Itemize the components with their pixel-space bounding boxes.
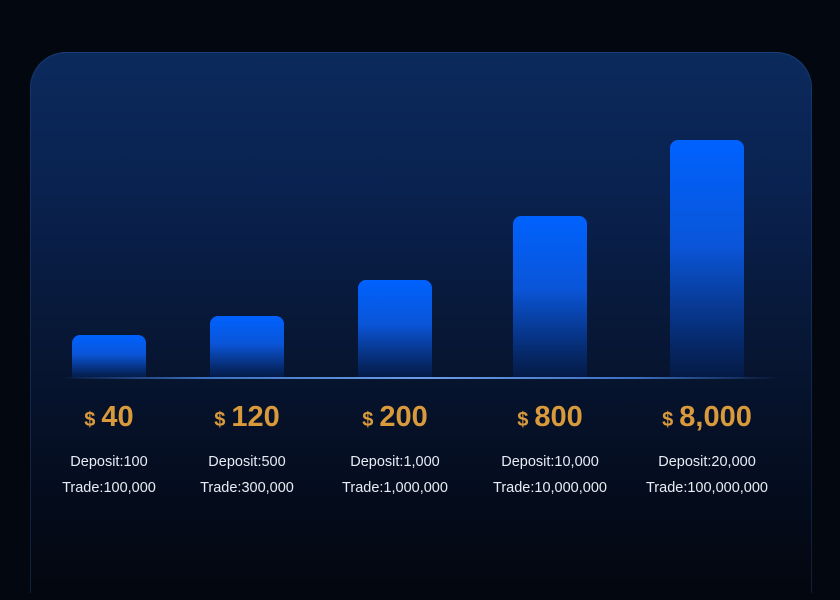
trade-label: Trade:300,000 xyxy=(200,480,294,496)
currency-symbol: $ xyxy=(362,409,374,431)
bar-3 xyxy=(358,280,432,378)
tier-label-group: $120 Deposit:500 Trade:300,000 xyxy=(167,398,327,501)
reward-value: 120 xyxy=(231,401,280,433)
currency-symbol: $ xyxy=(214,409,226,431)
tier-label-group: $800 Deposit:10,000 Trade:10,000,000 xyxy=(470,398,630,501)
trade-label: Trade:1,000,000 xyxy=(342,480,448,496)
bar-5 xyxy=(670,140,744,378)
deposit-label: Deposit:20,000 xyxy=(658,454,756,470)
reward-amount: $120 xyxy=(167,398,327,439)
trade-label: Trade:100,000 xyxy=(62,480,156,496)
reward-value: 200 xyxy=(379,401,428,433)
bar-2 xyxy=(210,316,284,378)
tier-label-group: $8,000 Deposit:20,000 Trade:100,000,000 xyxy=(627,398,787,501)
reward-amount: $8,000 xyxy=(627,398,787,439)
reward-value: 40 xyxy=(101,401,134,433)
bar-4 xyxy=(513,216,587,378)
tier-label-group: $40 Deposit:100 Trade:100,000 xyxy=(29,398,189,501)
currency-symbol: $ xyxy=(662,409,674,431)
deposit-label: Deposit:10,000 xyxy=(501,454,599,470)
deposit-label: Deposit:100 xyxy=(70,454,148,470)
currency-symbol: $ xyxy=(517,409,529,431)
bar-1 xyxy=(72,335,146,378)
deposit-label: Deposit:1,000 xyxy=(350,454,440,470)
deposit-label: Deposit:500 xyxy=(208,454,286,470)
reward-amount: $800 xyxy=(470,398,630,439)
trade-label: Trade:100,000,000 xyxy=(645,480,768,496)
reward-amount: $200 xyxy=(315,398,475,439)
tier-label-group: $200 Deposit:1,000 Trade:1,000,000 xyxy=(315,398,475,501)
baseline xyxy=(60,377,780,379)
reward-amount: $40 xyxy=(29,398,189,439)
reward-value: 800 xyxy=(534,401,583,433)
trade-label: Trade:10,000,000 xyxy=(493,480,607,496)
currency-symbol: $ xyxy=(84,409,96,431)
reward-value: 8,000 xyxy=(679,401,752,433)
